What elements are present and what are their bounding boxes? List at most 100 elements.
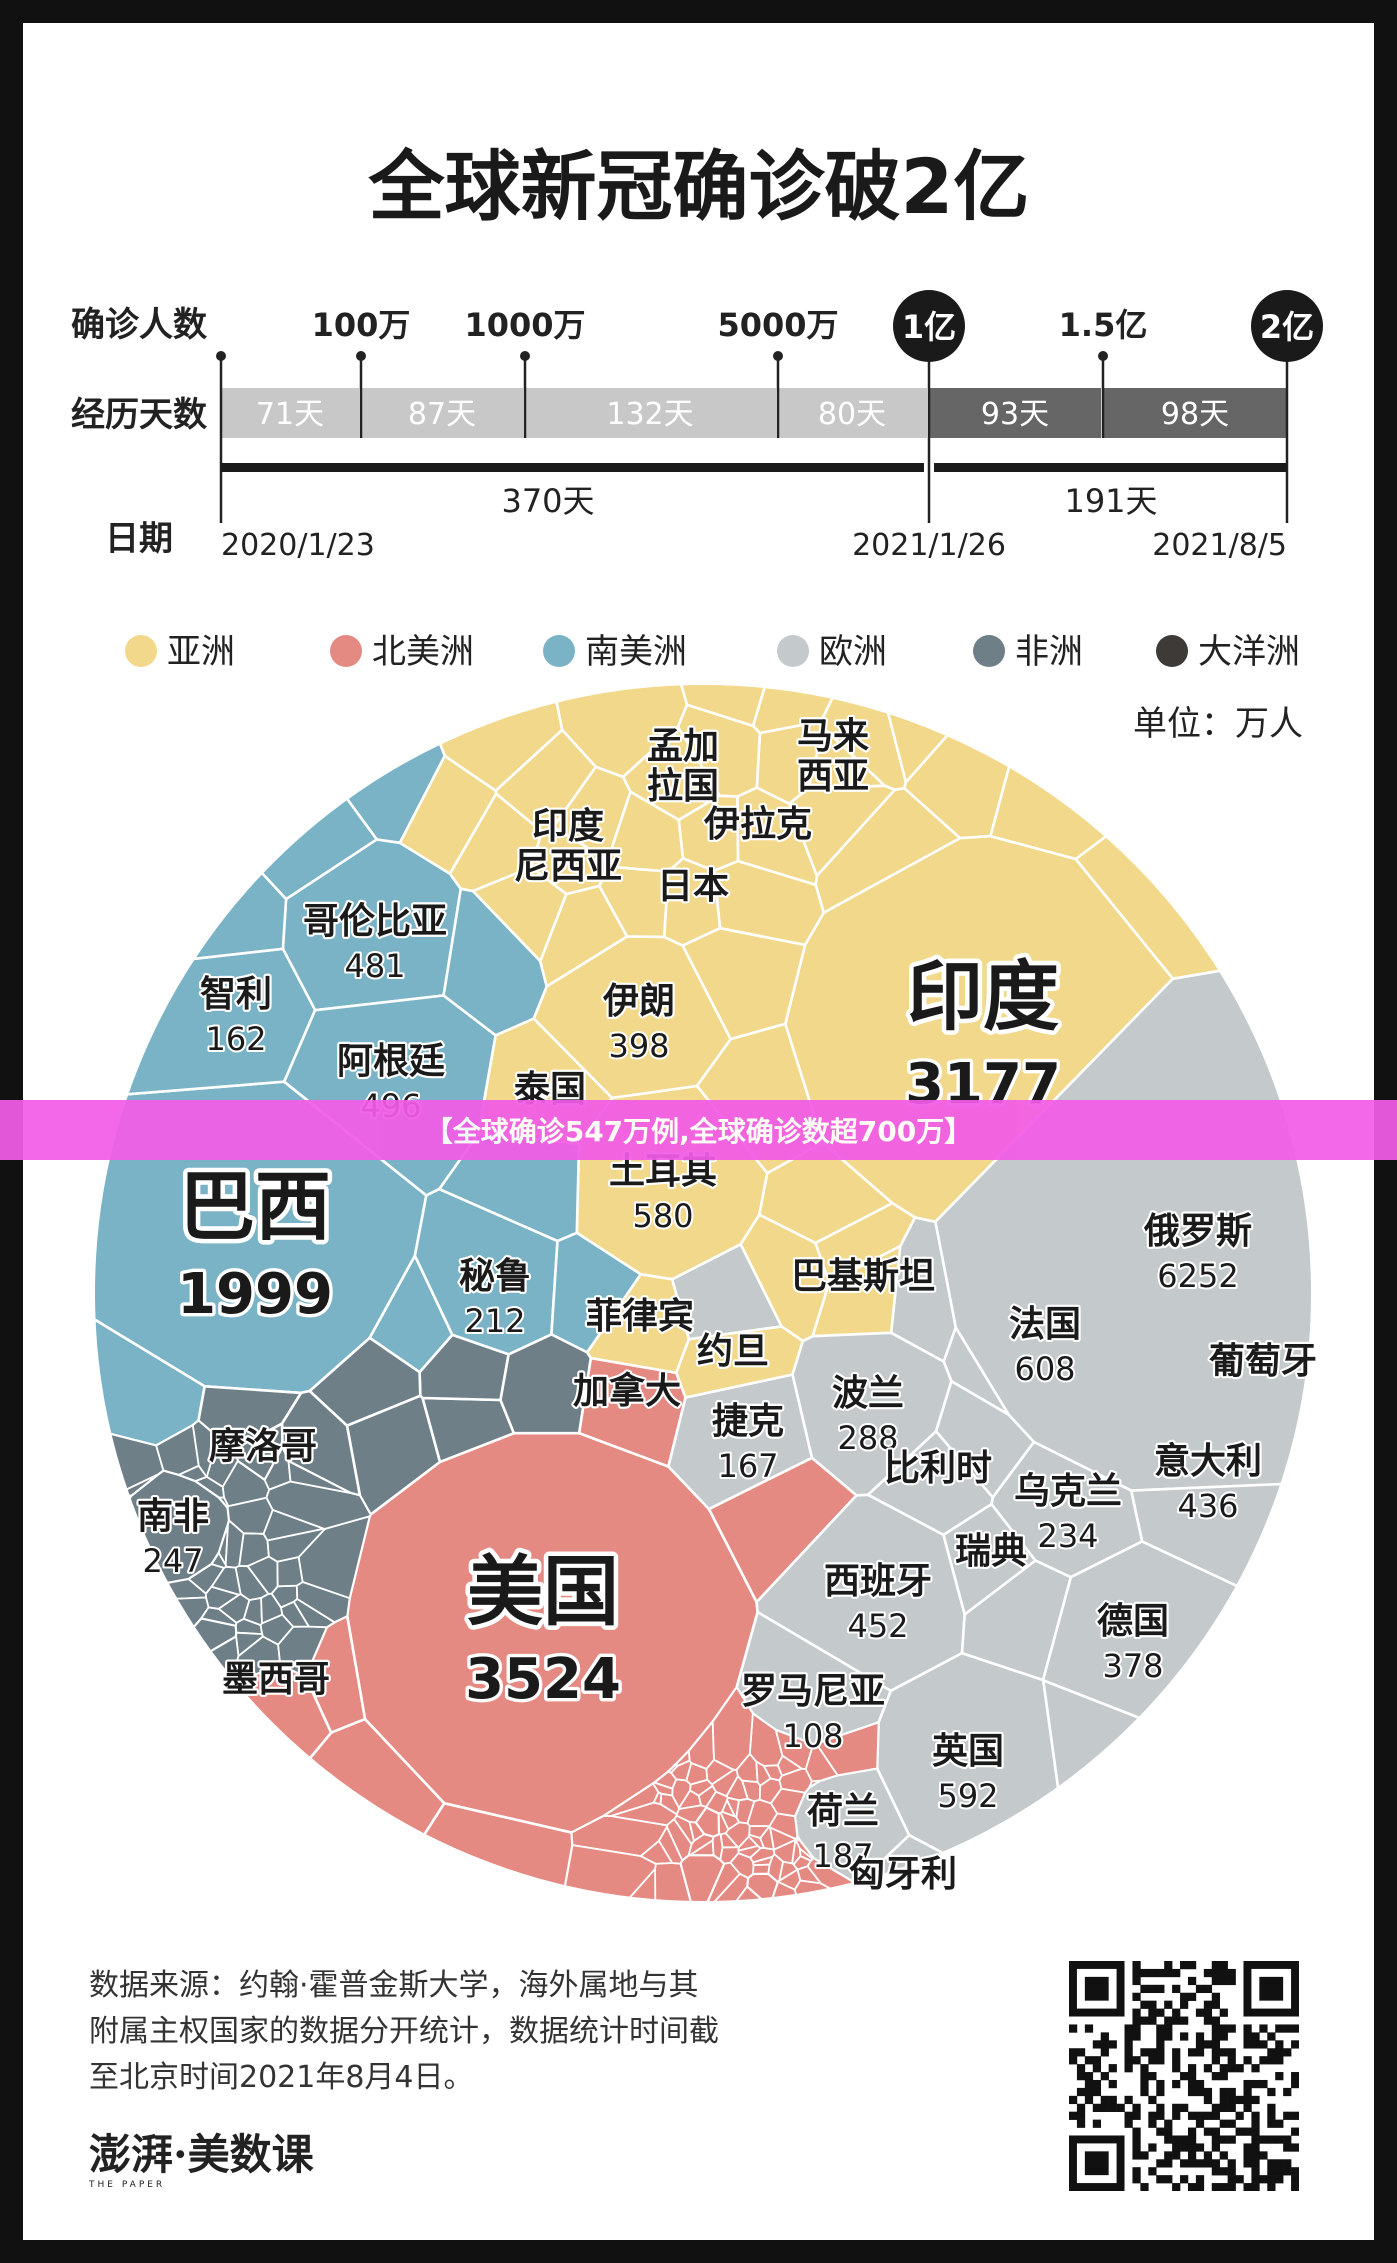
filler-cell — [551, 765, 632, 862]
qr-module — [1092, 2103, 1102, 2112]
qr-module — [1172, 2135, 1181, 2144]
qr-module — [1172, 1968, 1181, 1978]
qr-module — [1069, 2024, 1078, 2033]
qr-module — [1140, 2064, 1149, 2073]
qr-module — [1291, 2024, 1299, 2033]
filler-cell — [93, 1491, 133, 1544]
filler-cell — [724, 1821, 751, 1850]
qr-module — [1076, 2111, 1086, 2120]
qr-module — [1251, 2175, 1260, 2184]
qr-module — [1140, 2183, 1149, 2191]
qr-module — [1124, 2056, 1133, 2065]
qr-module — [1291, 2072, 1299, 2081]
country-label: 泰国 — [512, 1067, 588, 1112]
qr-module — [1156, 2024, 1165, 2033]
filler-cell — [657, 1825, 684, 1865]
qr-module — [1187, 2111, 1197, 2120]
qr-module — [1092, 2056, 1102, 2065]
qr-module — [1180, 2016, 1189, 2025]
qr-module — [1156, 2087, 1165, 2097]
qr-module — [1235, 2175, 1244, 2184]
qr-module — [1132, 2127, 1141, 2136]
qr-module — [1172, 2143, 1181, 2152]
country-value: 6252 — [1157, 1257, 1238, 1295]
qr-module — [1267, 2087, 1276, 2097]
legend-swatch — [543, 635, 575, 667]
qr-module — [1211, 2000, 1220, 2009]
qr-module — [1187, 2087, 1197, 2097]
qr-module — [1219, 1976, 1228, 1986]
filler-cell — [651, 1781, 674, 1797]
qr-module — [1180, 2159, 1189, 2168]
qr-module — [1211, 1976, 1220, 1986]
qr-module — [1187, 1976, 1197, 1986]
qr-module — [1076, 2048, 1086, 2057]
qr-module — [1116, 2103, 1125, 2112]
country-value: 167 — [717, 1447, 778, 1485]
country-label: 加拿大 — [571, 1368, 683, 1414]
qr-module — [1291, 2111, 1299, 2120]
qr-module — [1251, 2135, 1260, 2144]
country-name: 德国 — [1097, 1601, 1169, 1642]
qr-module — [1195, 2008, 1205, 2017]
qr-module — [1267, 2048, 1276, 2057]
qr-module — [1187, 1961, 1197, 1970]
qr-module — [1259, 2151, 1268, 2160]
country-label: 哥伦比亚 481 — [301, 899, 449, 987]
milestone-3: 5000万 — [717, 306, 838, 344]
qr-module — [1203, 2040, 1213, 2049]
qr-code[interactable] — [1069, 1961, 1299, 2191]
qr-module — [1251, 2151, 1260, 2160]
date-end: 2021/8/5 — [1152, 528, 1287, 563]
filler-cell — [707, 1456, 859, 1605]
qr-module — [1164, 2016, 1173, 2025]
qr-module — [1084, 2095, 1094, 2105]
qr-module — [1172, 2016, 1181, 2025]
qr-module — [1227, 2183, 1236, 2191]
country-label: 瑞典 — [953, 1529, 1029, 1574]
timeline-label-cases: 确诊人数 — [71, 305, 207, 345]
source-note: 数据来源：约翰·霍普金斯大学，海外属地与其 附属主权国家的数据分开统计，数据统计… — [89, 1963, 849, 2101]
qr-module — [1187, 2048, 1197, 2057]
qr-module — [1187, 2159, 1197, 2168]
country-name: 印度 — [907, 952, 1059, 1041]
qr-module — [1187, 2127, 1197, 2136]
qr-module — [1243, 2087, 1252, 2097]
qr-module — [1227, 2048, 1236, 2057]
qr-module — [1156, 2048, 1165, 2057]
country-name: 阿根廷 — [337, 1041, 445, 1082]
qr-module — [1195, 2159, 1205, 2168]
country-labels: 印度3177伊朗398土耳其580印度尼西亚孟加拉国马来西亚伊拉克日本泰国巴基斯… — [135, 714, 1319, 1897]
country-name: 英国 — [932, 1731, 1004, 1772]
filler-cell — [259, 1613, 295, 1646]
qr-module — [1132, 1961, 1141, 1970]
qr-module — [1195, 2032, 1205, 2041]
qr-module — [1227, 2103, 1236, 2112]
qr-module — [1243, 2103, 1252, 2112]
country-value: 3524 — [465, 1647, 621, 1712]
qr-module — [1156, 2008, 1165, 2017]
filler-cell — [210, 1551, 228, 1569]
qr-module — [1100, 2040, 1109, 2049]
legend-label: 北美洲 — [372, 632, 474, 672]
country-label: 捷克 167 — [710, 1399, 786, 1487]
country-name: 约旦 — [697, 1331, 769, 1372]
qr-module — [1156, 1968, 1165, 1978]
country-name: 波兰 — [832, 1373, 904, 1414]
qr-module — [1132, 2167, 1141, 2176]
qr-module — [1069, 2111, 1078, 2120]
filler-cell — [1041, 1678, 1313, 1903]
qr-module — [1156, 2111, 1165, 2120]
country-label: 罗马尼亚 108 — [739, 1669, 887, 1757]
qr-module — [1148, 2119, 1157, 2128]
filler-cell — [287, 1459, 351, 1494]
qr-module — [1291, 2175, 1299, 2184]
qr-module — [1187, 2183, 1197, 2191]
qr-module — [1219, 1961, 1228, 1970]
qr-module — [1132, 2016, 1141, 2025]
qr-module — [1108, 2040, 1117, 2049]
qr-module — [1156, 2040, 1165, 2049]
qr-module — [1132, 2103, 1141, 2112]
